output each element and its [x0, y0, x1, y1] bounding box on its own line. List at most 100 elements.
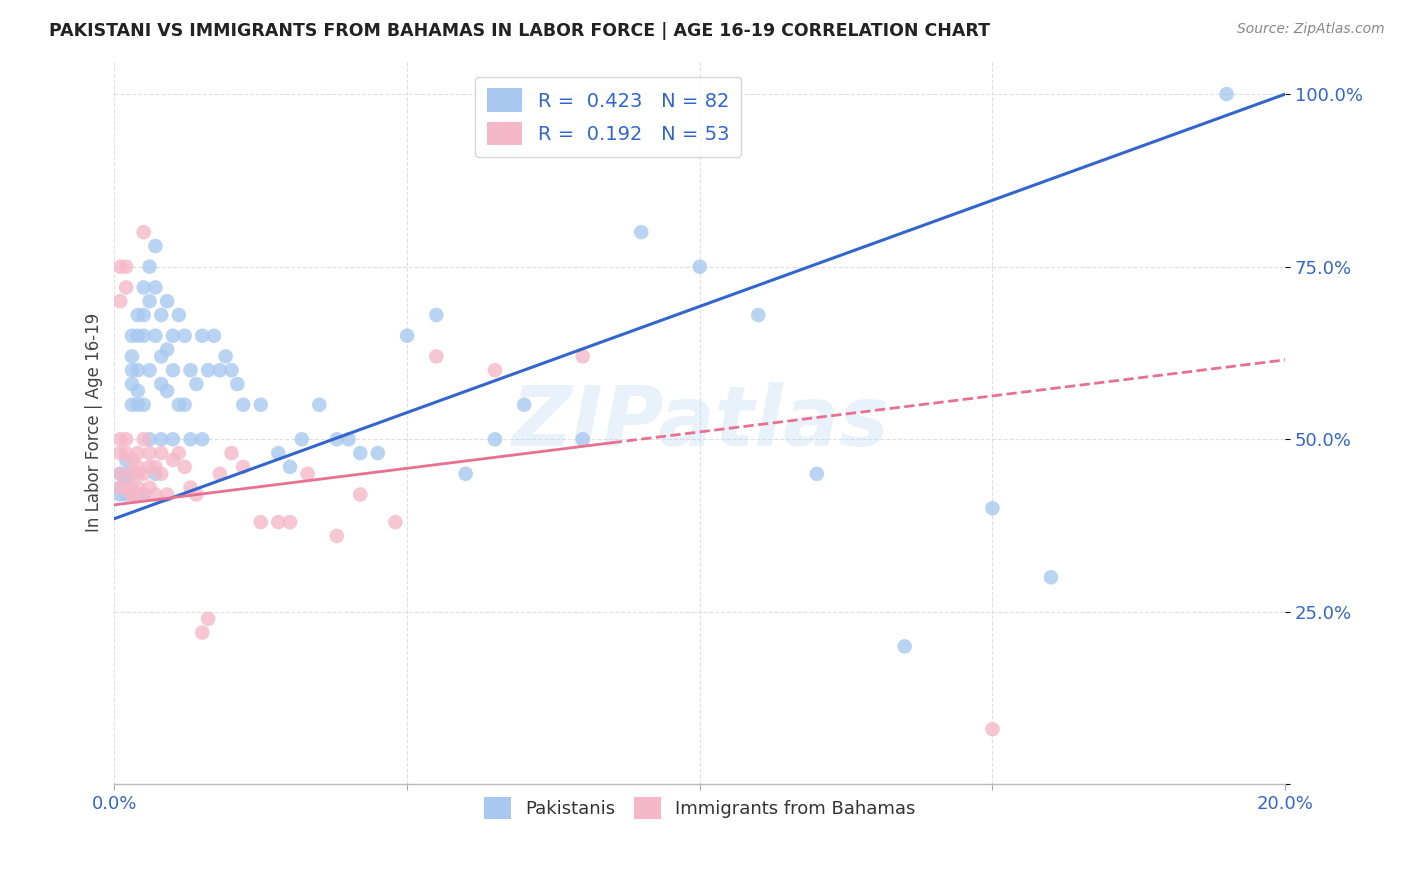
Point	[127, 363, 149, 377]
Point	[150, 446, 173, 460]
Point	[132, 487, 155, 501]
Point	[150, 432, 173, 446]
Point	[197, 363, 219, 377]
Point	[127, 467, 149, 481]
Point	[186, 487, 208, 501]
Point	[367, 446, 389, 460]
Point	[191, 328, 214, 343]
Point	[150, 467, 173, 481]
Point	[214, 350, 236, 364]
Point	[115, 432, 138, 446]
Point	[425, 308, 447, 322]
Point	[689, 260, 711, 274]
Point	[173, 459, 195, 474]
Point	[132, 432, 155, 446]
Point	[110, 446, 132, 460]
Point	[308, 398, 330, 412]
Point	[121, 377, 143, 392]
Point	[425, 350, 447, 364]
Point	[249, 515, 271, 529]
Point	[110, 481, 132, 495]
Point	[162, 432, 184, 446]
Point	[156, 294, 179, 309]
Point	[191, 432, 214, 446]
Text: PAKISTANI VS IMMIGRANTS FROM BAHAMAS IN LABOR FORCE | AGE 16-19 CORRELATION CHAR: PAKISTANI VS IMMIGRANTS FROM BAHAMAS IN …	[49, 22, 990, 40]
Point	[121, 467, 143, 481]
Point	[115, 446, 138, 460]
Point	[138, 294, 160, 309]
Point	[132, 398, 155, 412]
Point	[278, 459, 301, 474]
Point	[150, 350, 173, 364]
Point	[150, 308, 173, 322]
Point	[121, 398, 143, 412]
Text: ZIPatlas: ZIPatlas	[510, 382, 889, 463]
Point	[138, 481, 160, 495]
Point	[156, 384, 179, 398]
Point	[267, 446, 290, 460]
Point	[396, 328, 419, 343]
Point	[132, 280, 155, 294]
Point	[167, 446, 190, 460]
Point	[138, 363, 160, 377]
Point	[249, 398, 271, 412]
Point	[208, 467, 231, 481]
Point	[454, 467, 477, 481]
Point	[127, 308, 149, 322]
Point	[513, 398, 536, 412]
Point	[162, 328, 184, 343]
Point	[337, 432, 360, 446]
Point	[132, 328, 155, 343]
Point	[167, 398, 190, 412]
Legend: Pakistanis, Immigrants from Bahamas: Pakistanis, Immigrants from Bahamas	[477, 789, 922, 826]
Point	[179, 481, 201, 495]
Point	[132, 467, 155, 481]
Point	[121, 487, 143, 501]
Point	[1040, 570, 1063, 584]
Point	[110, 294, 132, 309]
Point	[127, 481, 149, 495]
Point	[138, 432, 160, 446]
Point	[186, 377, 208, 392]
Point	[202, 328, 225, 343]
Point	[267, 515, 290, 529]
Point	[221, 446, 243, 460]
Point	[127, 384, 149, 398]
Text: Source: ZipAtlas.com: Source: ZipAtlas.com	[1237, 22, 1385, 37]
Point	[162, 363, 184, 377]
Point	[167, 308, 190, 322]
Point	[127, 328, 149, 343]
Point	[145, 487, 167, 501]
Point	[630, 225, 652, 239]
Point	[150, 377, 173, 392]
Point	[156, 487, 179, 501]
Point	[208, 363, 231, 377]
Point	[981, 501, 1004, 516]
Point	[191, 625, 214, 640]
Point	[138, 459, 160, 474]
Point	[349, 446, 371, 460]
Point	[115, 474, 138, 488]
Point	[121, 363, 143, 377]
Point	[326, 432, 349, 446]
Point	[232, 398, 254, 412]
Point	[156, 343, 179, 357]
Y-axis label: In Labor Force | Age 16-19: In Labor Force | Age 16-19	[86, 312, 103, 532]
Point	[384, 515, 406, 529]
Point	[162, 453, 184, 467]
Point	[278, 515, 301, 529]
Point	[179, 432, 201, 446]
Point	[484, 363, 506, 377]
Point	[138, 446, 160, 460]
Point	[291, 432, 314, 446]
Point	[110, 432, 132, 446]
Point	[571, 432, 593, 446]
Point	[145, 467, 167, 481]
Point	[232, 459, 254, 474]
Point	[179, 363, 201, 377]
Point	[132, 487, 155, 501]
Point	[115, 260, 138, 274]
Point	[121, 481, 143, 495]
Point	[110, 467, 132, 481]
Point	[121, 453, 143, 467]
